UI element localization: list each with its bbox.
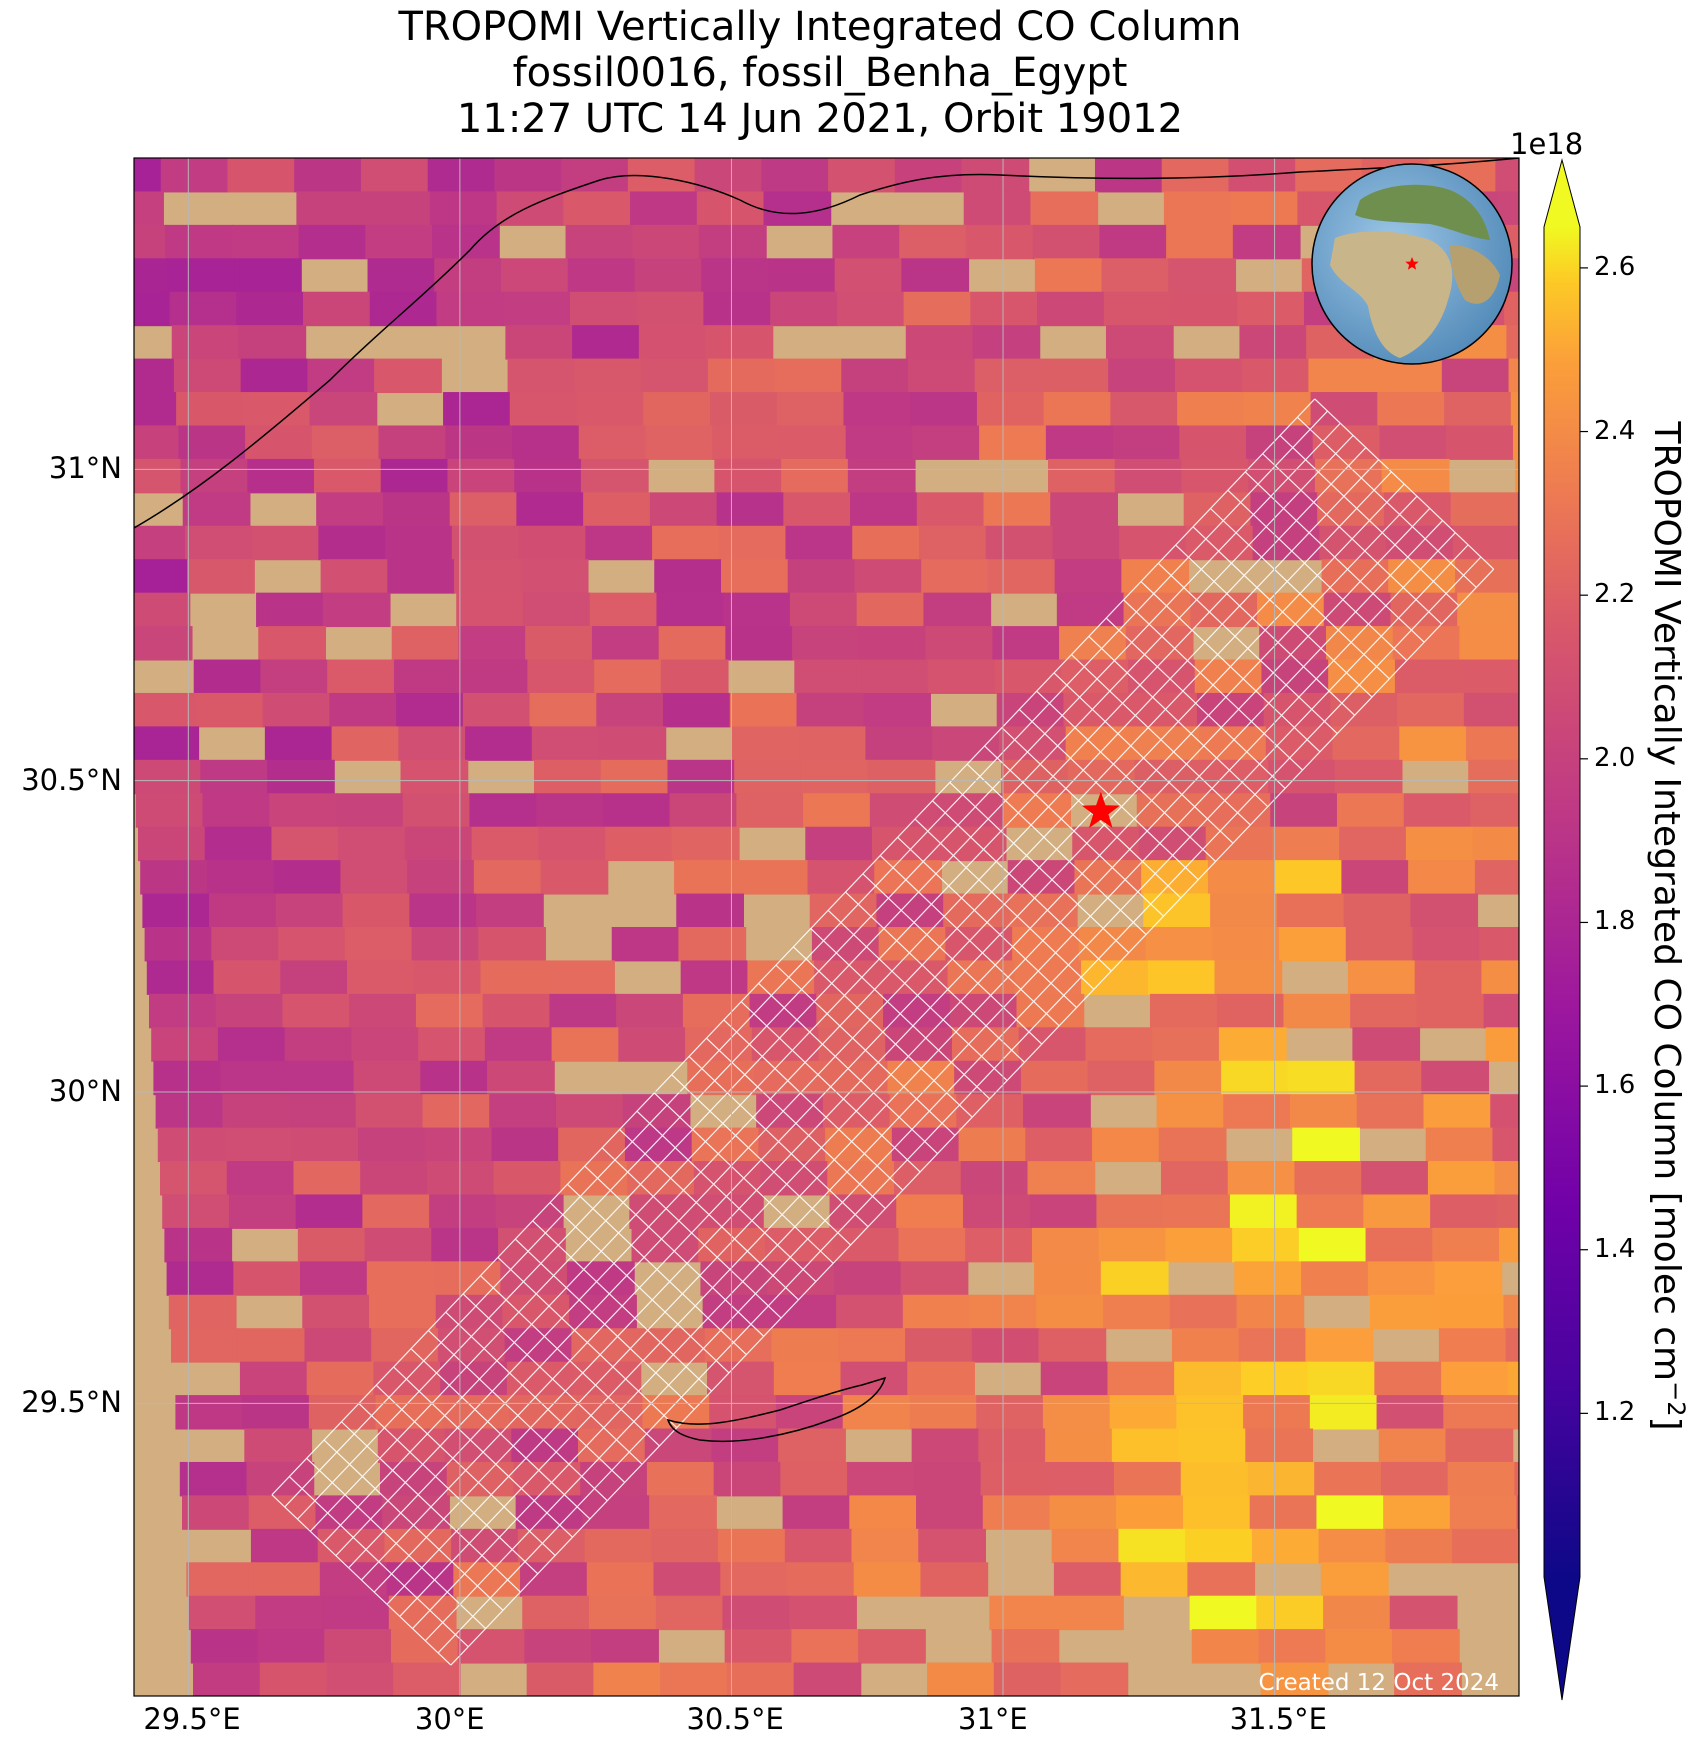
credit-source: Source: NASA/JPL-Caltech xyxy=(1205,1697,1499,1723)
colorbar-tick-label: 2.0 xyxy=(1594,742,1636,773)
lake-outline xyxy=(666,1376,887,1443)
colorbar-tick-label: 2.2 xyxy=(1594,579,1636,610)
colorbar-tick-label: 1.8 xyxy=(1594,906,1636,937)
co-column-pixels xyxy=(134,158,1519,1696)
colorbar-extend-top xyxy=(1544,160,1580,227)
gridlines xyxy=(134,158,1519,1696)
colorbar-label-close: ] xyxy=(1646,1416,1687,1431)
map-frame xyxy=(133,157,1520,1697)
colorbar xyxy=(1543,158,1588,1701)
lon-tick-label: 30°E xyxy=(414,1702,485,1736)
site-marker-red-star-icon xyxy=(1081,791,1120,828)
lon-tick-label: 30.5°E xyxy=(686,1702,784,1736)
credit-created: Created 12 Oct 2024 xyxy=(1258,1670,1499,1696)
colorbar-tick-label: 2.6 xyxy=(1594,251,1636,282)
inset-globe xyxy=(1311,163,1513,365)
colorbar-multiplier: 1e18 xyxy=(1510,127,1584,161)
colorbar-tick-label: 1.2 xyxy=(1594,1397,1636,1428)
title-line-2: fossil0016, fossil_Benha_Egypt xyxy=(512,50,1128,96)
lon-tick-label: 29.5°E xyxy=(143,1702,241,1736)
colorbar-tick-label: 1.4 xyxy=(1594,1233,1636,1264)
lat-tick-label: 30°N xyxy=(48,1074,122,1108)
lon-tick-label: 31°E xyxy=(958,1702,1028,1736)
lat-tick-label: 30.5°N xyxy=(21,762,122,797)
target-pixel-grid xyxy=(271,398,1495,1666)
colorbar-tick-label: 2.4 xyxy=(1594,415,1636,446)
colorbar-extend-bottom xyxy=(1544,1577,1580,1700)
lat-tick-label: 31°N xyxy=(48,451,122,486)
coastline xyxy=(134,158,1519,529)
title-line-1: TROPOMI Vertically Integrated CO Column xyxy=(398,4,1242,50)
title-line-3: 11:27 UTC 14 Jun 2021, Orbit 19012 xyxy=(456,96,1184,142)
lat-tick-label: 29.5°N xyxy=(21,1385,122,1420)
colorbar-label-text: TROPOMI Vertically Integrated CO Column … xyxy=(1646,421,1687,1382)
colorbar-tick-label: 1.6 xyxy=(1594,1070,1636,1101)
inset-red-star-icon xyxy=(1405,257,1419,270)
colorbar-label-exponent: −2 xyxy=(1662,1381,1690,1417)
lon-tick-label: 31.5°E xyxy=(1229,1702,1327,1736)
